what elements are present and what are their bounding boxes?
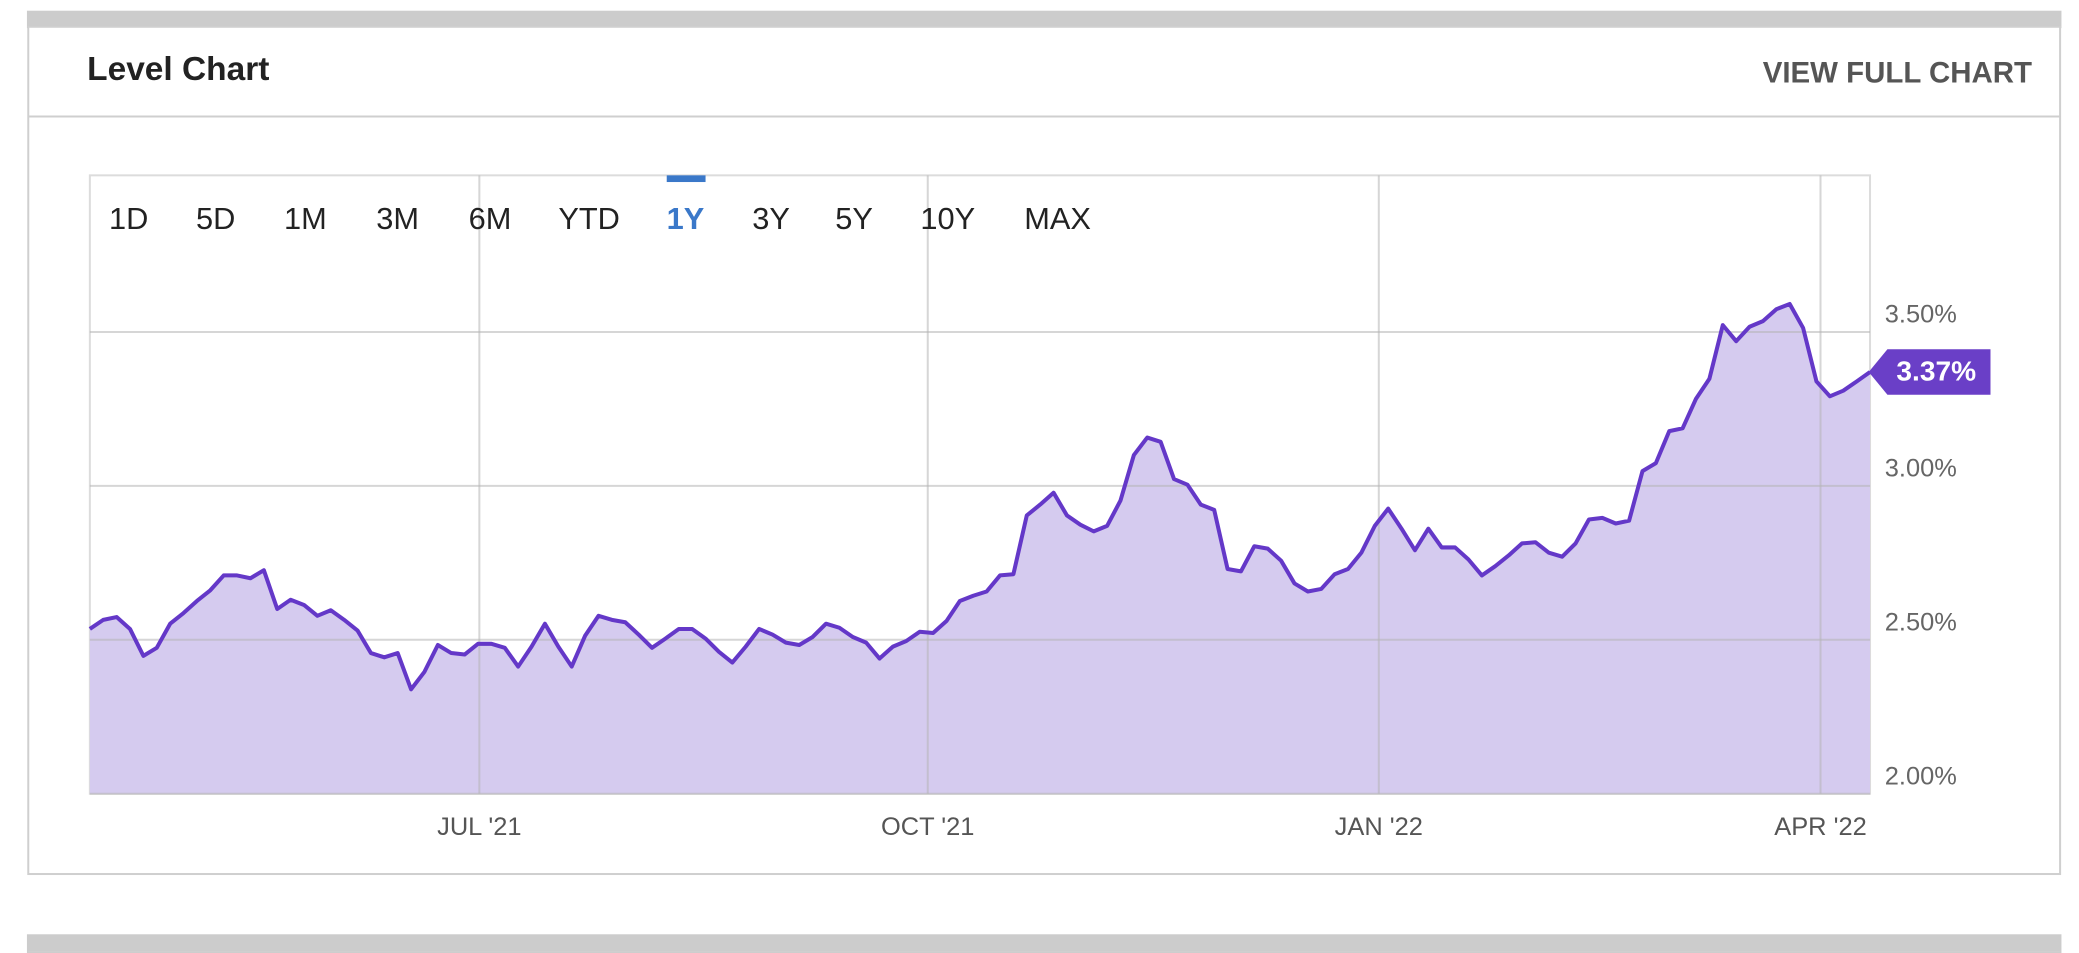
y-tick-label: 2.00%	[1885, 762, 1957, 790]
value-label: 3.37%	[1896, 356, 1976, 387]
area-fill	[89, 303, 1871, 794]
range-button[interactable]: 5D	[196, 201, 235, 236]
range-button[interactable]: 6M	[469, 201, 512, 236]
range-button[interactable]: 1Y	[667, 201, 705, 236]
range-button[interactable]: YTD	[558, 201, 620, 236]
x-tick-label: APR '22	[1774, 813, 1866, 841]
view-full-chart[interactable]: VIEW FULL CHART	[1763, 57, 2032, 90]
x-tick-label: JUL '21	[437, 813, 521, 841]
range-button[interactable]: 10Y	[920, 201, 975, 236]
range-button[interactable]: 3M	[376, 201, 419, 236]
next-card-bar	[26, 934, 2062, 953]
active-range-indicator	[666, 175, 706, 183]
range-selector: 1D 5D 1M 3M 6M YTD 1Y 3Y 5Y 10Y MAX	[109, 175, 1091, 236]
range-button[interactable]: MAX	[1024, 201, 1091, 236]
y-tick-label: 3.50%	[1885, 301, 1957, 329]
y-tick-label: 2.50%	[1885, 608, 1957, 636]
line	[88, 301, 1872, 692]
value-callout	[1868, 349, 1991, 395]
plot: 2.00% 2.50% 3.00% 3.50% JUL '21 OCT '21 JAN '2…	[88, 174, 1991, 841]
top-bar	[26, 10, 2062, 29]
range-button[interactable]: 1M	[284, 201, 327, 236]
range-button[interactable]: 1D	[109, 201, 148, 236]
x-tick-label: JAN '22	[1335, 813, 1423, 841]
range-button[interactable]: 3Y	[752, 201, 790, 236]
y-tick-label: 3.00%	[1885, 455, 1957, 483]
range-button[interactable]: 5Y	[835, 201, 873, 236]
card-title: Level Chart	[87, 51, 269, 88]
x-tick-label: OCT '21	[881, 813, 974, 841]
